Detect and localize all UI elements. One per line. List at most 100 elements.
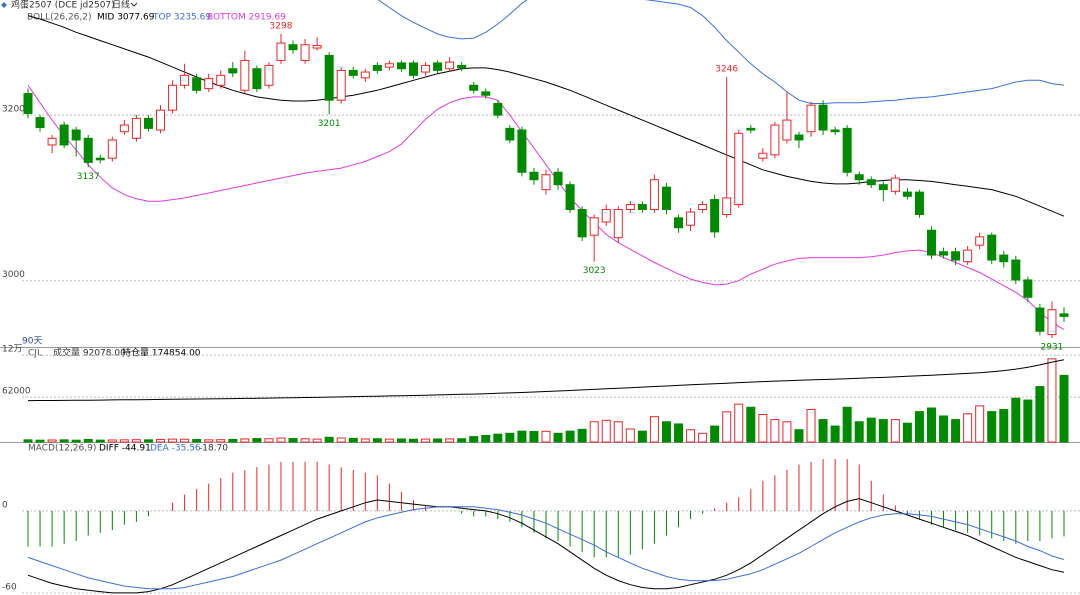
candle-body — [360, 71, 370, 79]
volume-bar — [228, 438, 238, 443]
candle-body — [95, 157, 105, 161]
candle-body — [758, 152, 768, 159]
candle-body — [505, 127, 515, 141]
volume-bar — [601, 419, 611, 443]
volume-bar — [987, 411, 997, 443]
volume-bar — [782, 421, 792, 443]
candle-body — [1023, 279, 1033, 298]
volume-bar — [999, 408, 1009, 443]
volume-bar — [119, 439, 129, 443]
volume-bar — [963, 413, 973, 443]
candle-body — [770, 124, 780, 156]
panel-title: CJL — [28, 349, 42, 359]
range-label: 90天 — [22, 337, 42, 347]
candle-body — [710, 199, 720, 233]
volume-bar — [204, 439, 214, 443]
candle-body — [192, 77, 202, 91]
candle-body — [1059, 313, 1069, 317]
candle-body — [854, 174, 864, 181]
candle-body — [999, 254, 1009, 263]
candle-body — [469, 84, 479, 91]
volume-bar — [770, 419, 780, 443]
y-tick-label: 3200 — [2, 105, 25, 115]
candle-body — [71, 129, 81, 141]
volume-bar — [360, 438, 370, 443]
candle-body — [939, 251, 949, 256]
candle-body — [806, 104, 816, 133]
legend-item: TOP 3235.69 — [152, 13, 211, 23]
volume-bar — [457, 438, 467, 443]
volume-bar — [71, 439, 81, 443]
volume-bar — [156, 438, 166, 443]
indicator-label: BOLL(26,26,2) — [27, 13, 92, 23]
volume-bar — [541, 430, 551, 443]
candle-body — [83, 137, 93, 163]
volume-bar — [276, 437, 286, 443]
candle-body — [842, 127, 852, 173]
candle-body — [577, 209, 587, 238]
candle-body — [1047, 309, 1057, 336]
candle-body — [47, 137, 57, 146]
volume-bar — [216, 439, 226, 443]
volume-bar — [348, 437, 358, 443]
legend-item: BOTTOM 2919.69 — [207, 13, 286, 23]
candle-body — [794, 134, 804, 141]
volume-bar — [589, 421, 599, 443]
candle-body — [131, 117, 141, 139]
extreme-label: 3201 — [318, 119, 341, 129]
volume-bar — [710, 425, 720, 443]
legend-item: DEA -35.56 — [150, 444, 201, 454]
candle-body — [372, 64, 382, 71]
candle-body — [396, 62, 406, 70]
volume-bar — [902, 422, 912, 443]
volume-bar — [59, 439, 69, 443]
candle-body — [445, 61, 455, 70]
volume-bar — [252, 438, 262, 443]
volume-bar — [23, 439, 33, 443]
volume-bar — [131, 439, 141, 443]
volume-bar — [47, 439, 57, 443]
volume-bar — [505, 432, 515, 443]
period-label[interactable]: 日线 — [112, 0, 130, 11]
volume-bar — [613, 421, 623, 443]
extreme-label: 3023 — [583, 266, 606, 276]
candle-body — [746, 127, 756, 131]
candle-body — [661, 186, 671, 211]
legend-item: 持仓量 174854.00 — [122, 347, 201, 359]
candle-body — [890, 177, 900, 192]
volume-bar — [914, 411, 924, 443]
period-dropdown[interactable] — [130, 2, 138, 7]
symbol-icon — [1, 2, 7, 8]
volume-bar — [674, 423, 684, 443]
boll-line — [27, 85, 1065, 331]
candle-body — [734, 132, 744, 206]
volume-bar — [565, 430, 575, 443]
legend-item: 成交量 92078.00 — [53, 347, 126, 359]
candle-body — [421, 64, 431, 73]
candle-body — [698, 204, 708, 211]
volume-bar — [288, 438, 298, 443]
candle-body — [59, 124, 69, 146]
candle-body — [866, 179, 876, 186]
volume-bar — [842, 406, 852, 443]
candle-body — [493, 103, 503, 116]
volume-bar — [517, 430, 527, 443]
candle-body — [1011, 259, 1021, 281]
boll-line — [377, 0, 1065, 104]
volume-bar — [577, 428, 587, 443]
volume-bar — [396, 438, 406, 443]
volume-bar — [143, 439, 153, 443]
volume-bar — [35, 439, 45, 443]
volume-bar — [818, 419, 828, 443]
candle-body — [228, 68, 238, 74]
candle-body — [987, 234, 997, 261]
y-tick-label: 12万 — [2, 345, 22, 355]
y-tick-label: 0 — [2, 500, 8, 510]
volume-bar — [878, 419, 888, 443]
volume-bar — [686, 429, 696, 443]
legend-item: DIFF -44.91 — [99, 444, 151, 454]
volume-bar — [312, 438, 322, 443]
candle-body — [336, 69, 346, 101]
candle-body — [722, 197, 732, 215]
